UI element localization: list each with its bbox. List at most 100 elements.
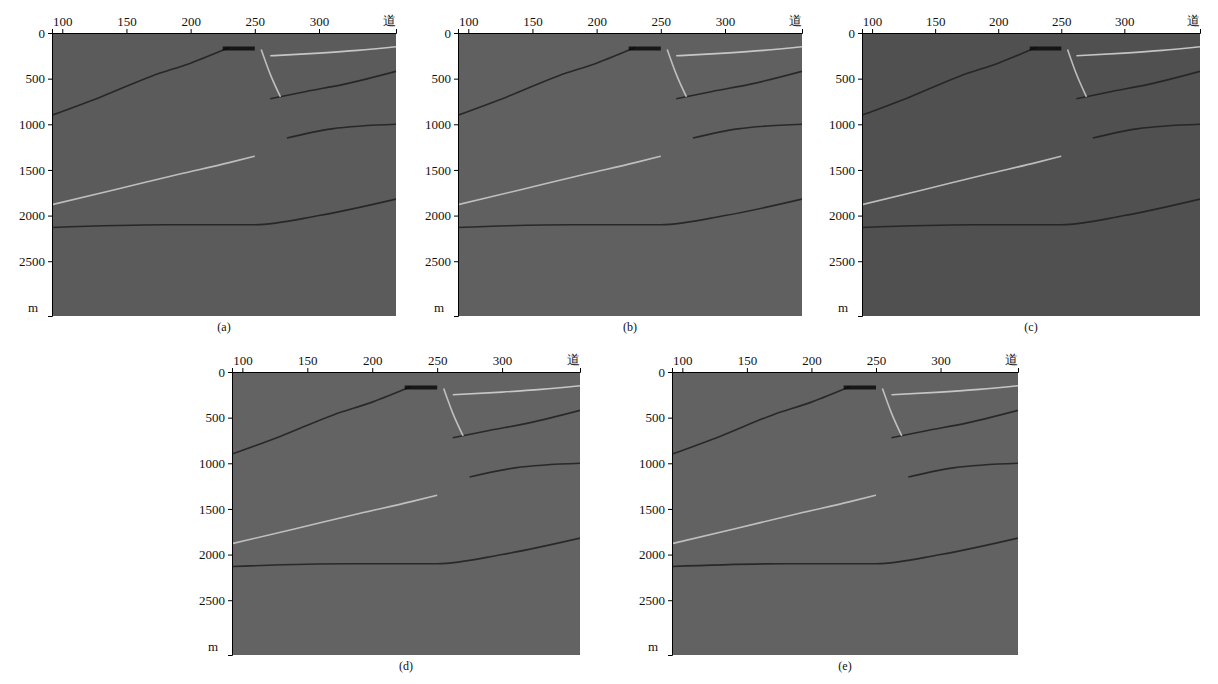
y-tick-mark — [48, 216, 52, 217]
y-tick-label: 2500 — [425, 254, 451, 269]
reflector — [52, 156, 255, 204]
panel: 100150200250300道05001000150020002500m(c) — [829, 13, 1201, 334]
panel-caption: (d) — [399, 659, 413, 673]
x-axis-line — [233, 368, 581, 373]
reflector — [444, 388, 463, 435]
y-axis-line — [228, 373, 233, 656]
x-tick: 100 — [459, 14, 479, 33]
y-tick: 1000 — [639, 456, 672, 471]
panel: 100150200250300道05001000150020002500m(e) — [639, 352, 1019, 673]
y-tick-mark — [228, 418, 232, 419]
reflector — [693, 124, 802, 138]
y-tick-label: 1500 — [829, 163, 855, 178]
y-tick-label: 0 — [659, 365, 666, 380]
y-tick-mark — [228, 600, 232, 601]
x-tick-mark — [876, 368, 877, 372]
reflector — [453, 386, 580, 395]
plot-area — [52, 47, 396, 228]
y-tick-label: 2000 — [639, 547, 665, 562]
y-tick-label: 2000 — [425, 208, 451, 223]
y-tick-label: 0 — [445, 26, 452, 41]
y-axis-title: m — [208, 639, 218, 654]
x-tick-mark — [502, 368, 503, 372]
y-tick-mark — [858, 79, 862, 80]
panel: 100150200250300道05001000150020002500m(a) — [19, 13, 397, 334]
x-axis: 100150200250300 — [53, 14, 397, 34]
y-tick-label: 1000 — [199, 456, 225, 471]
y-tick-mark — [228, 372, 232, 373]
reflector — [453, 410, 580, 437]
y-tick: 2000 — [199, 547, 232, 562]
reflector — [223, 47, 255, 51]
reflector — [676, 47, 802, 56]
x-axis-title: 道 — [1005, 352, 1018, 367]
y-tick: 500 — [206, 410, 233, 425]
y-tick-mark — [858, 124, 862, 125]
x-tick-label: 250 — [246, 14, 266, 29]
y-tick-mark — [668, 600, 672, 601]
x-tick: 150 — [926, 14, 946, 33]
plot-area — [862, 47, 1200, 228]
panel-caption: (b) — [623, 320, 637, 334]
y-axis-title: m — [28, 300, 38, 315]
x-tick-label: 100 — [459, 14, 479, 29]
y-tick-label: 1000 — [639, 456, 665, 471]
x-axis: 100150200250300 — [459, 14, 803, 34]
x-tick-mark — [126, 29, 127, 33]
x-tick-label: 300 — [1115, 14, 1135, 29]
y-axis-line — [48, 34, 53, 317]
y-tick-mark — [48, 261, 52, 262]
y-tick-label: 1500 — [425, 163, 451, 178]
x-tick: 250 — [652, 14, 672, 33]
x-axis-title: 道 — [567, 352, 580, 367]
x-tick: 300 — [716, 14, 736, 33]
y-tick: 2500 — [639, 593, 672, 608]
y-tick-label: 500 — [206, 410, 226, 425]
reflector — [908, 463, 1018, 477]
x-tick-mark — [62, 29, 63, 33]
y-axis-title: m — [838, 300, 848, 315]
x-axis-line — [459, 29, 803, 34]
plot-background — [862, 33, 1200, 316]
x-tick-mark — [372, 368, 373, 372]
x-tick: 300 — [310, 14, 330, 33]
y-axis-title: m — [434, 300, 444, 315]
x-tick-label: 150 — [738, 353, 758, 368]
y-tick-label: 1500 — [639, 502, 665, 517]
x-tick-mark — [747, 368, 748, 372]
y-tick-mark — [454, 216, 458, 217]
x-tick-label: 100 — [233, 353, 253, 368]
x-tick-label: 150 — [523, 14, 543, 29]
y-tick: 1000 — [199, 456, 232, 471]
y-tick-label: 0 — [849, 26, 856, 41]
reflector — [1068, 49, 1087, 96]
reflector — [1030, 47, 1062, 51]
reflector — [862, 199, 1200, 227]
x-axis: 100150200250300 — [863, 14, 1201, 34]
x-tick: 250 — [1052, 14, 1072, 33]
y-tick: 1500 — [425, 163, 458, 178]
reflector — [261, 49, 280, 96]
y-tick-mark — [668, 463, 672, 464]
x-axis: 100150200250300 — [233, 353, 581, 373]
reflector — [470, 463, 580, 477]
y-tick-label: 1000 — [829, 117, 855, 132]
reflector — [672, 495, 876, 543]
x-axis-title: 道 — [789, 13, 802, 28]
y-tick: 1500 — [829, 163, 862, 178]
x-tick-label: 200 — [363, 353, 383, 368]
x-tick-label: 300 — [493, 353, 513, 368]
y-axis: 05001000150020002500 — [829, 26, 863, 317]
y-tick: 2500 — [425, 254, 458, 269]
reflector — [458, 156, 661, 204]
y-tick: 1500 — [19, 163, 52, 178]
reflector — [844, 386, 876, 390]
reflector — [287, 124, 396, 138]
x-tick-mark — [998, 29, 999, 33]
x-axis-line — [673, 368, 1019, 373]
x-axis: 100150200250300 — [673, 353, 1019, 373]
y-tick: 500 — [26, 71, 53, 86]
y-tick-mark — [454, 261, 458, 262]
x-tick-mark — [597, 29, 598, 33]
x-axis-title: 道 — [1187, 13, 1200, 28]
